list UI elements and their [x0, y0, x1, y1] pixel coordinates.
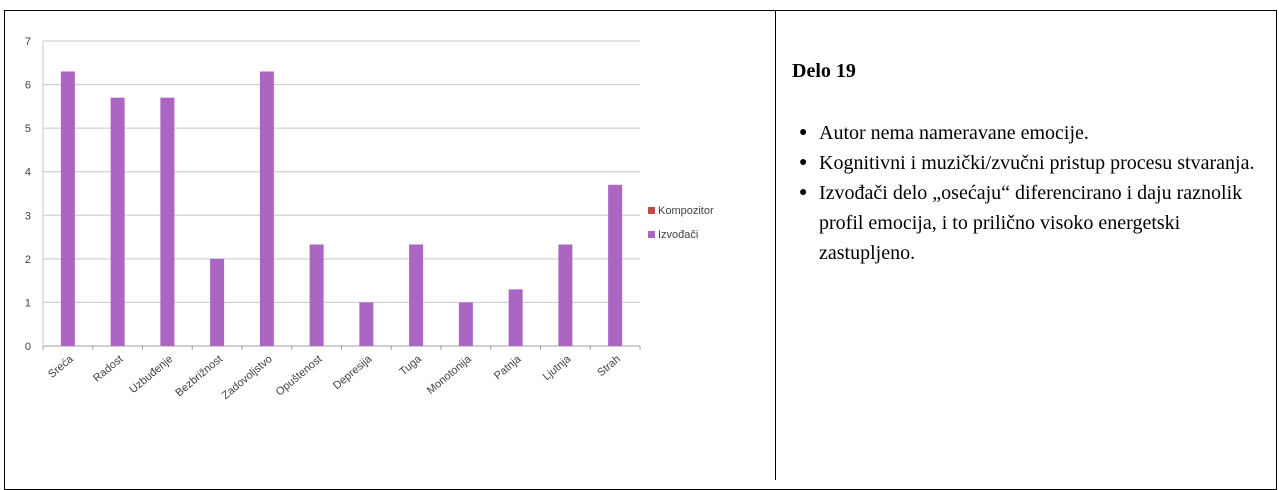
x-tick-label: Monotonija — [425, 353, 475, 397]
panel-divider — [775, 10, 776, 480]
y-tick-label: 1 — [25, 297, 31, 309]
bullet-item: ● Autor nema nameravane emocije. — [799, 118, 1272, 148]
x-tick-label: Bezbrižnost — [173, 353, 225, 399]
y-tick-label: 0 — [25, 341, 31, 353]
x-tick-label: Strah — [595, 353, 623, 379]
x-tick-label: Depresija — [331, 353, 375, 393]
y-tick-label: 4 — [25, 167, 31, 179]
x-tick-label: Radost — [91, 353, 125, 385]
bar — [359, 302, 374, 346]
panel-title: Delo 19 — [792, 60, 856, 82]
bar — [558, 244, 573, 346]
y-tick-label: 6 — [25, 80, 31, 92]
y-tick-label: 2 — [25, 254, 31, 266]
x-tick-label: Zadovoljstvo — [220, 353, 275, 402]
bar — [508, 289, 523, 346]
x-tick-label: Patnja — [492, 353, 524, 383]
x-tick-label: Ljutnja — [541, 353, 574, 384]
x-tick-label: Tuga — [397, 353, 424, 379]
bullet-icon: ● — [799, 125, 808, 140]
bar — [60, 71, 75, 346]
bullet-text: Kognitivni i muzički/zvučni pristup proc… — [819, 152, 1255, 174]
bar-chart: 0 1 2 3 4 5 6 7 Sreća Radost UzbuđenjeBezbrižnostZ… — [25, 36, 714, 402]
bullet-text: Autor nema nameravane emocije. — [819, 122, 1089, 144]
bar — [110, 97, 125, 347]
x-tick-label: Uzbuđenje — [127, 353, 175, 396]
y-tick-label: 7 — [25, 36, 31, 48]
bullet-text: Izvođači delo „osećaju“ diferencirano i … — [819, 182, 1243, 264]
bar — [458, 302, 473, 346]
y-tick-label: 3 — [25, 210, 31, 222]
bar — [160, 97, 175, 347]
bullet-list: ● Autor nema nameravane emocije. ● Kogniti… — [792, 118, 1272, 268]
bar — [608, 184, 623, 346]
bar — [210, 258, 225, 346]
bullet-icon: ● — [799, 155, 808, 170]
bullet-item: ● Izvođači delo „osećaju“ diferencirano i… — [799, 178, 1272, 268]
bullet-item: ● Kognitivni i muzički/zvučni pristup pro… — [799, 148, 1272, 178]
y-tick-label: 5 — [25, 123, 31, 135]
bar — [309, 244, 324, 346]
description-panel: Delo 19 ● Autor nema nameravane emocije. … — [792, 60, 1272, 268]
bullet-icon: ● — [799, 185, 808, 200]
legend-swatch — [648, 231, 655, 238]
bar — [409, 244, 424, 346]
legend-label: Izvođači — [658, 229, 698, 241]
legend-swatch — [648, 207, 655, 214]
bar — [259, 71, 274, 346]
x-tick-label: Opuštenost — [274, 353, 325, 398]
x-tick-label: Sreća — [46, 353, 76, 381]
legend-label: Kompozitor — [658, 205, 714, 217]
